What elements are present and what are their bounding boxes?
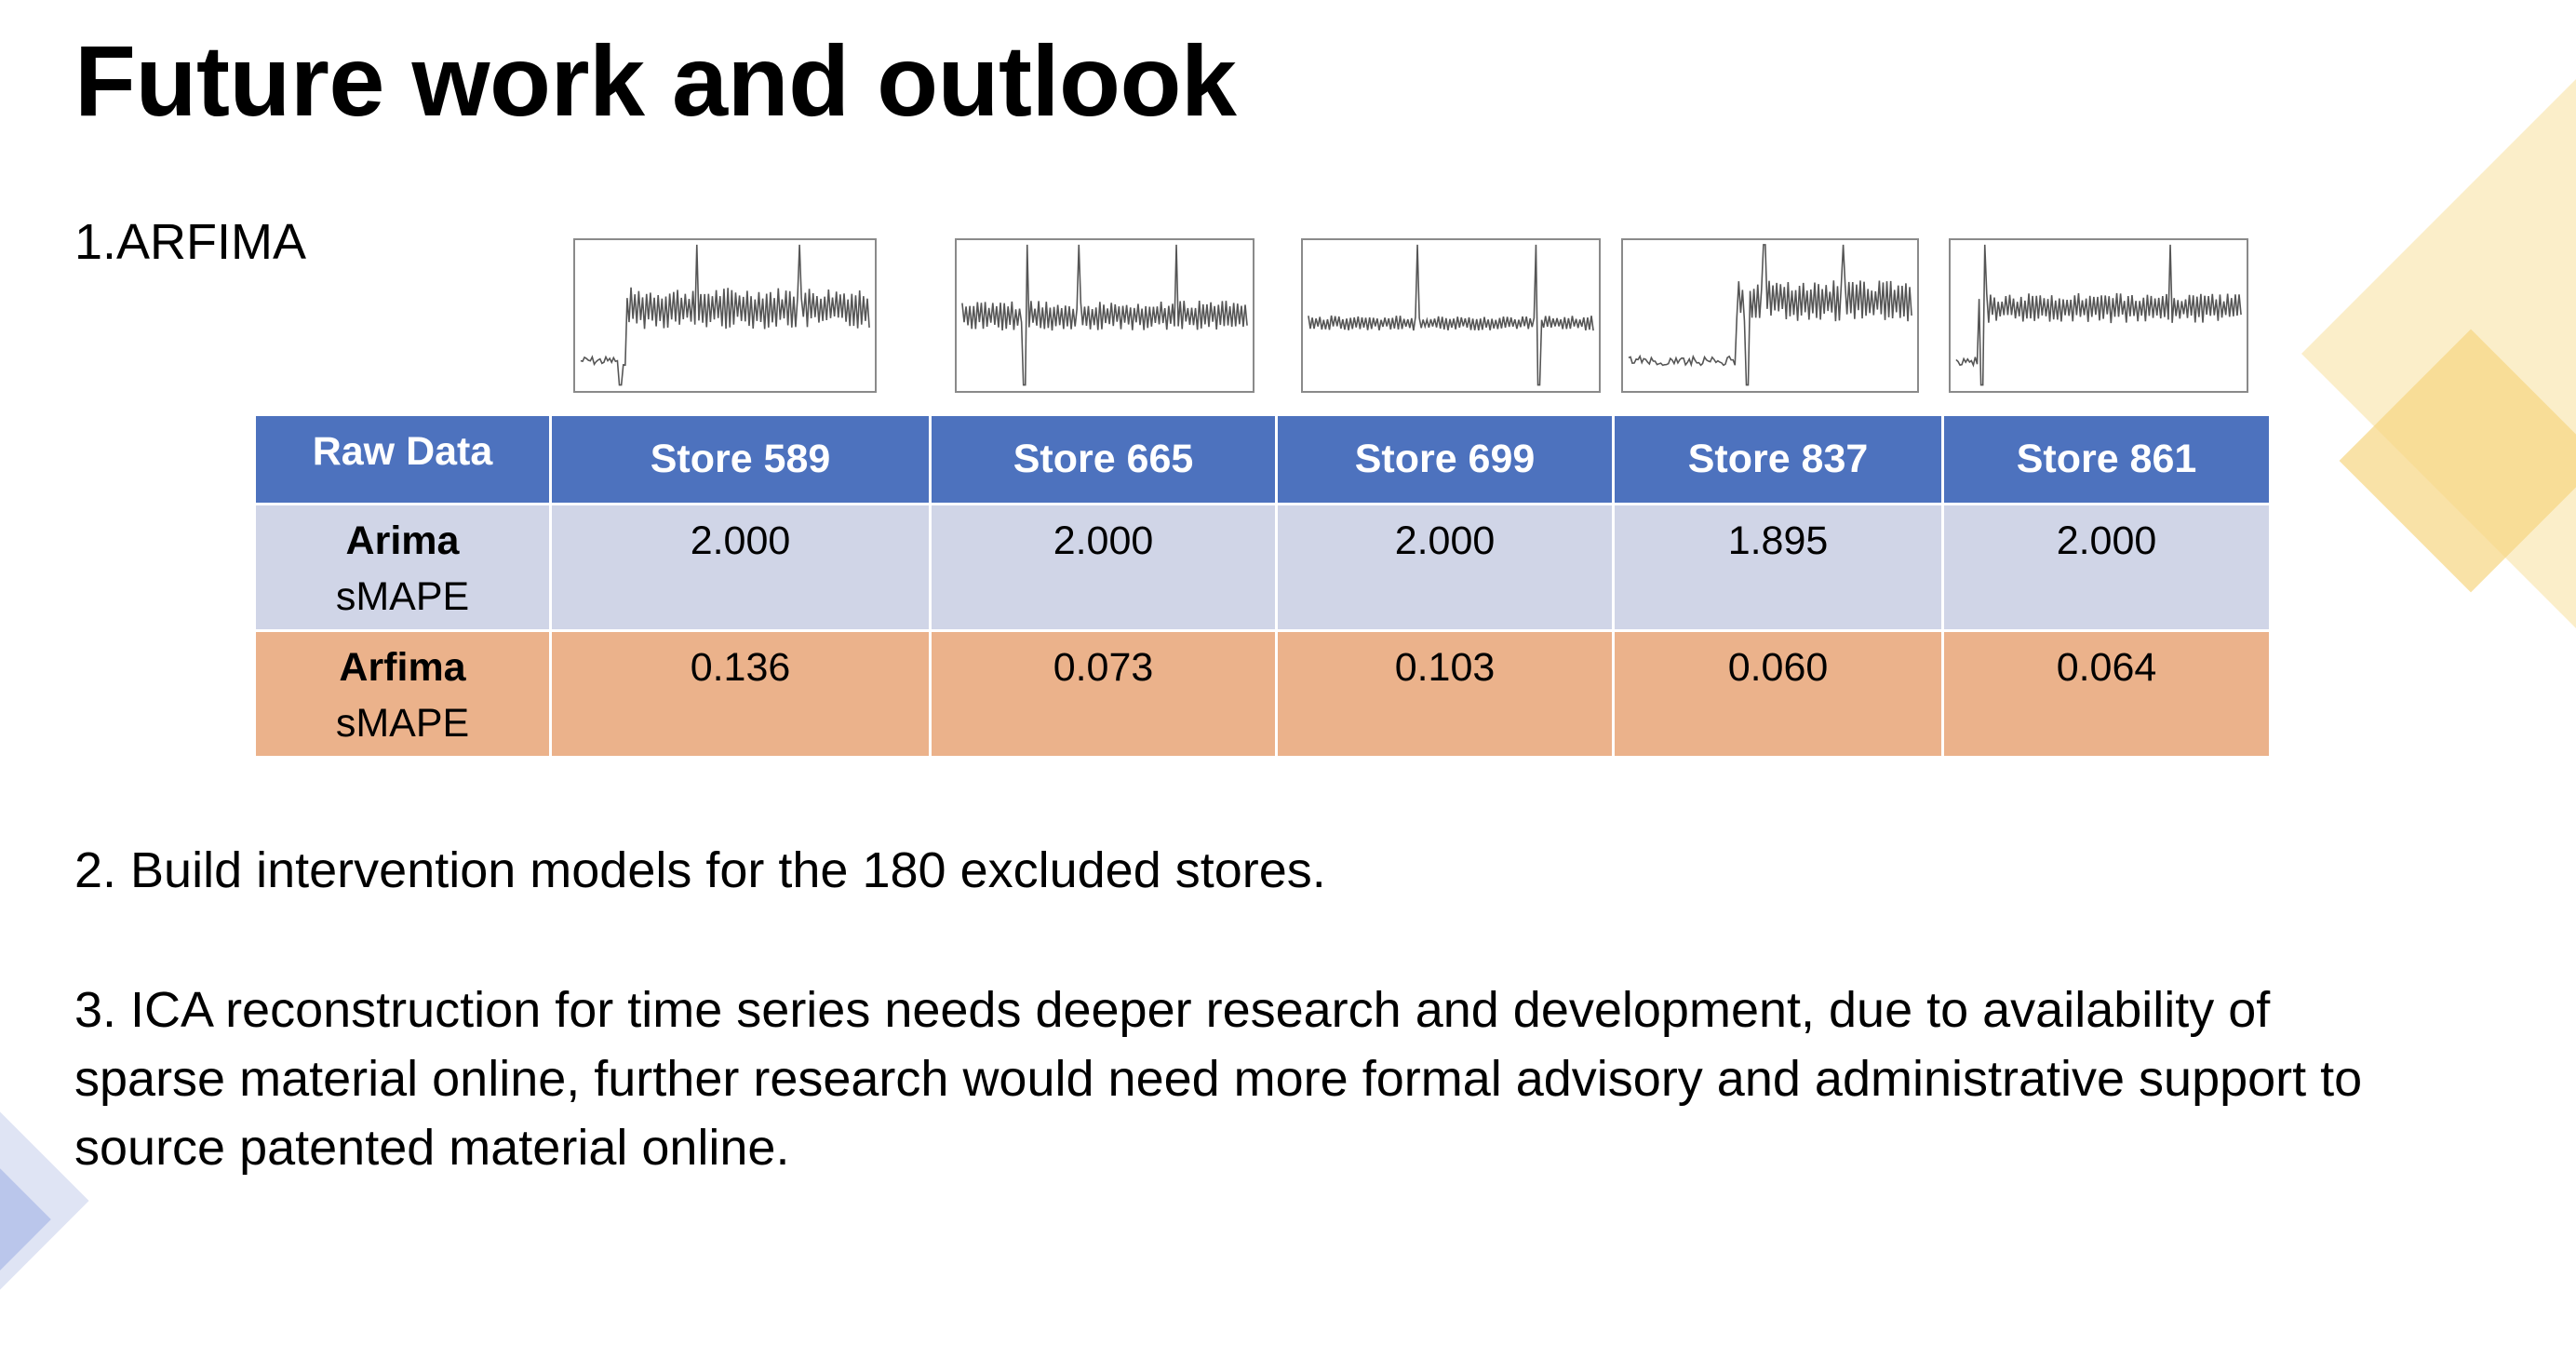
table-header-row: Raw Data Store 589 Store 665 Store 699 S… bbox=[253, 413, 2272, 505]
table-row-arfima: Arfima sMAPE 0.136 0.073 0.103 0.060 0.0… bbox=[253, 629, 2272, 759]
section3-line-3: source patented material online. bbox=[74, 1120, 790, 1176]
value-cell: 1.895 bbox=[1612, 503, 1944, 632]
header-cell: Store 589 bbox=[549, 413, 932, 505]
header-cell: Store 699 bbox=[1275, 413, 1615, 505]
section2-text: 2. Build intervention models for the 180… bbox=[74, 842, 1326, 898]
smape-comparison-table: Raw Data Store 589 Store 665 Store 699 S… bbox=[253, 413, 2272, 759]
header-cell: Raw Data bbox=[253, 413, 552, 505]
section3-line-1: 3. ICA reconstruction for time series ne… bbox=[74, 982, 2271, 1038]
row-sublabel: sMAPE bbox=[335, 574, 470, 620]
section3-line-2: sparse material online, further research… bbox=[74, 1051, 2363, 1107]
value-cell: 0.136 bbox=[549, 629, 932, 759]
table-row-arima: Arima sMAPE 2.000 2.000 2.000 1.895 2.00… bbox=[253, 503, 2272, 632]
sparkline-store-665 bbox=[961, 244, 1248, 386]
value-cell: 2.000 bbox=[1275, 503, 1615, 632]
value-cell: 2.000 bbox=[929, 503, 1278, 632]
row-label-cell: Arfima sMAPE bbox=[253, 629, 552, 759]
row-label: Arima bbox=[345, 518, 460, 563]
header-cell: Store 861 bbox=[1941, 413, 2272, 505]
header-cell: Store 665 bbox=[929, 413, 1278, 505]
sparkline-store-589 bbox=[580, 244, 870, 386]
header-cell: Store 837 bbox=[1612, 413, 1944, 505]
thumbnail-store-665 bbox=[955, 238, 1254, 393]
value-cell: 2.000 bbox=[549, 503, 932, 632]
sparkline-store-837 bbox=[1628, 244, 1912, 386]
thumbnail-store-699 bbox=[1301, 238, 1601, 393]
row-sublabel: sMAPE bbox=[335, 701, 470, 747]
value-cell: 0.073 bbox=[929, 629, 1278, 759]
row-label-cell: Arima sMAPE bbox=[253, 503, 552, 632]
row-label: Arfima bbox=[339, 645, 466, 690]
thumbnail-store-861 bbox=[1949, 238, 2248, 393]
value-cell: 2.000 bbox=[1941, 503, 2272, 632]
value-cell: 0.103 bbox=[1275, 629, 1615, 759]
sparkline-store-861 bbox=[1955, 244, 2242, 386]
slide-title: Future work and outlook bbox=[74, 24, 1237, 137]
value-cell: 0.064 bbox=[1941, 629, 2272, 759]
thumbnail-store-837 bbox=[1621, 238, 1919, 393]
value-cell: 0.060 bbox=[1612, 629, 1944, 759]
thumbnail-store-589 bbox=[573, 238, 877, 393]
sparkline-store-699 bbox=[1308, 244, 1594, 386]
section1-heading: 1.ARFIMA bbox=[74, 214, 307, 270]
